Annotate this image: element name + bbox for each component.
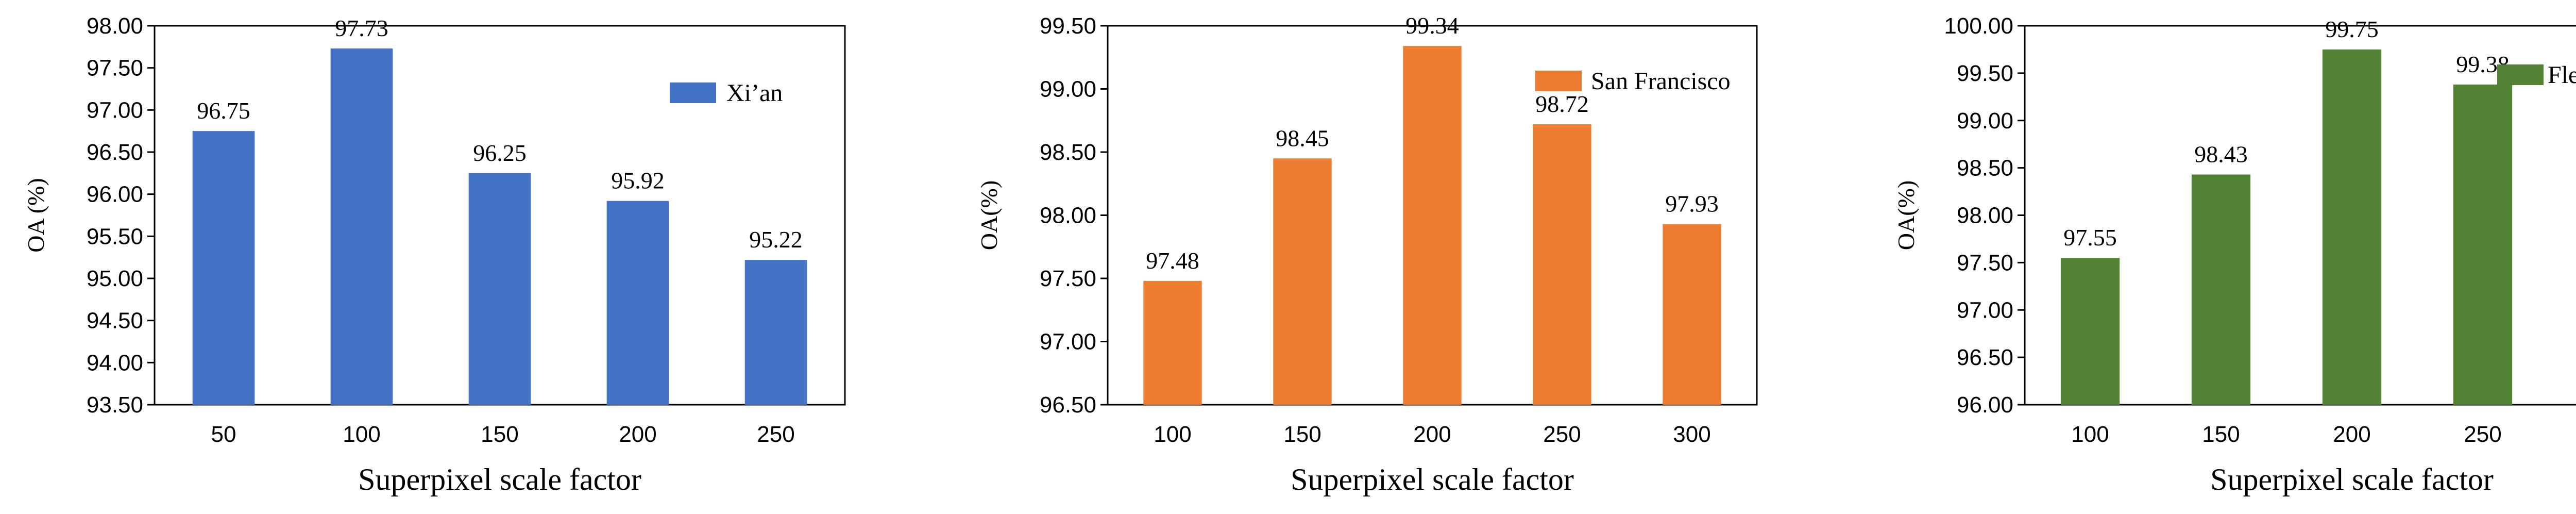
x-tick-label: 100 — [2071, 422, 2109, 447]
y-axis-title: OA(%) — [976, 180, 1002, 250]
x-tick-label: 150 — [1283, 422, 1321, 447]
legend: Flevoland — [2497, 61, 2576, 89]
y-tick-label: 97.50 — [1040, 266, 1096, 291]
legend: Xi’an — [670, 79, 783, 107]
x-tick-label: 150 — [2202, 422, 2240, 447]
y-tick-label: 99.00 — [1957, 108, 2013, 134]
bar — [1403, 46, 1462, 405]
bar — [330, 48, 393, 405]
bar — [2453, 84, 2513, 405]
y-tick-label: 94.00 — [87, 350, 143, 375]
y-tick-label: 96.50 — [1040, 392, 1096, 418]
bar — [1533, 124, 1591, 405]
bar — [2322, 49, 2382, 405]
data-label: 95.92 — [611, 168, 665, 194]
chart-2: 96.50 97.00 97.50 98.00 98.50 99.00 99.50 100 97… — [976, 12, 1758, 496]
bar — [1663, 224, 1721, 405]
data-label: 98.72 — [1535, 91, 1589, 117]
y-tick-label: 99.50 — [1957, 61, 2013, 86]
y-tick-label: 93.50 — [87, 392, 143, 418]
data-label: 98.43 — [2194, 141, 2248, 167]
x-axis-title: Superpixel scale factor — [1291, 462, 1574, 496]
y-tick-label: 98.50 — [1040, 140, 1096, 165]
bar — [744, 260, 807, 405]
data-label: 97.55 — [2063, 224, 2117, 251]
y-tick-label: 98.00 — [1957, 203, 2013, 228]
x-tick-label: 100 — [1154, 422, 1191, 447]
bar — [468, 173, 531, 405]
legend-label: Flevoland — [2548, 61, 2576, 89]
y-axis-title: OA (%) — [23, 178, 49, 252]
x-tick-label: 150 — [481, 422, 518, 447]
y-tick-label: 94.50 — [87, 308, 143, 334]
data-label: 97.48 — [1146, 247, 1199, 274]
y-tick-label: 99.00 — [1040, 77, 1096, 102]
y-tick-label: 96.00 — [87, 182, 143, 207]
legend: San Francisco — [1535, 68, 1731, 95]
y-tick-label: 96.00 — [1957, 392, 2013, 418]
data-label: 98.45 — [1276, 125, 1329, 151]
legend-label: San Francisco — [1591, 68, 1731, 95]
y-tick-label: 96.50 — [87, 140, 143, 165]
data-label: 99.34 — [1405, 12, 1459, 39]
y-tick-label: 100.00 — [1944, 13, 2013, 39]
y-tick-label: 97.50 — [1957, 250, 2013, 275]
bar — [606, 201, 669, 405]
y-tick-label: 99.50 — [1040, 13, 1096, 39]
bar — [1143, 280, 1202, 405]
x-tick-label: 200 — [2333, 422, 2370, 447]
bar — [192, 131, 255, 405]
legend-swatch — [670, 82, 716, 103]
y-tick-label: 98.50 — [1957, 156, 2013, 181]
x-axis-title: Superpixel scale factor — [2210, 462, 2494, 496]
data-label: 96.25 — [473, 140, 527, 166]
y-tick-label: 98.00 — [87, 13, 143, 39]
y-tick-label: 97.00 — [1957, 297, 2013, 323]
bar — [2191, 174, 2251, 405]
data-label: 95.22 — [749, 226, 803, 253]
data-label: 99.75 — [2325, 16, 2379, 42]
data-label: 96.75 — [197, 97, 250, 124]
x-tick-label: 250 — [1543, 422, 1581, 447]
y-tick-label: 96.50 — [1957, 345, 2013, 370]
x-tick-label: 300 — [1673, 422, 1710, 447]
y-axis-title: OA(%) — [1893, 180, 1919, 250]
chart-1: 93.50 94.00 94.50 95.00 95.50 96.00 96.50 97.00… — [23, 13, 846, 496]
x-tick-label: 200 — [1413, 422, 1451, 447]
chart-3: 96.00 96.50 97.00 97.50 98.00 98.50 99.00 99.50… — [1893, 13, 2576, 496]
x-tick-label: 250 — [757, 422, 794, 447]
y-tick-label: 98.00 — [1040, 203, 1096, 228]
x-axis-title: Superpixel scale factor — [358, 462, 641, 496]
data-label: 97.73 — [335, 15, 388, 41]
x-tick-label: 200 — [619, 422, 656, 447]
x-tick-label: 100 — [343, 422, 380, 447]
x-tick-label: 50 — [211, 422, 236, 447]
y-tick-label: 95.50 — [87, 224, 143, 249]
y-tick-label: 97.50 — [87, 56, 143, 81]
y-tick-label: 95.00 — [87, 266, 143, 291]
y-tick-label: 97.00 — [87, 97, 143, 123]
bar — [1273, 158, 1332, 405]
x-tick-label: 250 — [2464, 422, 2501, 447]
bar — [2060, 258, 2120, 405]
legend-swatch — [1535, 71, 1582, 91]
legend-label: Xi’an — [726, 79, 783, 107]
data-label: 97.93 — [1665, 191, 1719, 217]
y-tick-label: 97.00 — [1040, 329, 1096, 355]
legend-swatch — [2497, 64, 2544, 85]
